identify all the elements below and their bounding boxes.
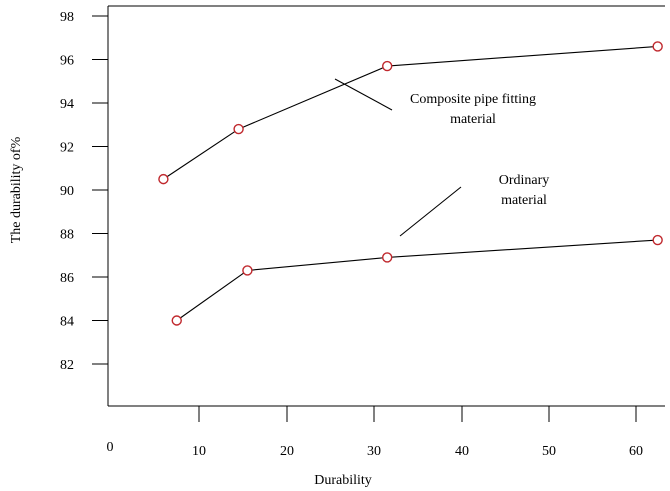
y-tick-label: 96 [60, 54, 74, 69]
series-layer [158, 41, 663, 326]
series-line-segment [387, 45, 658, 67]
annotation-label: material [501, 193, 547, 208]
x-tick-label: 30 [367, 444, 381, 459]
series-line-segment [387, 239, 658, 258]
series-line-segment [163, 128, 239, 180]
y-tick-label: 90 [60, 184, 74, 199]
data-point [382, 252, 393, 263]
data-point [652, 234, 663, 246]
y-tick-label: 82 [60, 358, 74, 373]
annotation-leader-line [399, 186, 462, 237]
data-point [242, 265, 253, 276]
x-tick-label: 10 [192, 444, 206, 459]
series-2 [171, 234, 663, 326]
series-line-segment [176, 270, 248, 321]
data-point [382, 60, 393, 72]
y-tick-label: 94 [60, 97, 74, 112]
data-point [652, 41, 663, 52]
x-tick-label: 0 [107, 440, 114, 455]
x-ticks: 0 10 20 30 40 50 60 [107, 406, 643, 459]
x-tick-label: 50 [542, 444, 556, 459]
annotation-label: Ordinary [499, 173, 550, 188]
x-tick-label: 60 [629, 444, 643, 459]
annotations: Composite pipe fitting material Ordinary ma… [334, 78, 550, 237]
y-tick-label: 84 [60, 315, 74, 330]
data-point [233, 123, 244, 135]
axes [107, 5, 665, 407]
series-line-segment [238, 65, 388, 130]
annotation-label: material [450, 112, 496, 127]
series-line-segment [247, 256, 388, 272]
x-axis-title: Durability [314, 473, 372, 488]
y-tick-label: 92 [60, 141, 74, 156]
data-point [158, 173, 169, 185]
y-tick-label: 88 [60, 228, 74, 243]
y-ticks: 82 84 86 88 90 92 94 96 98 [60, 10, 108, 373]
y-tick-label: 98 [60, 10, 74, 25]
data-point [171, 315, 182, 326]
annotation-leader-line [334, 78, 393, 111]
x-tick-label: 40 [455, 444, 469, 459]
x-tick-label: 20 [280, 444, 294, 459]
y-tick-label: 86 [60, 271, 74, 286]
annotation-label: Composite pipe fitting [410, 92, 536, 107]
series-1 [158, 41, 663, 185]
y-axis-title: The durability of% [9, 136, 24, 243]
